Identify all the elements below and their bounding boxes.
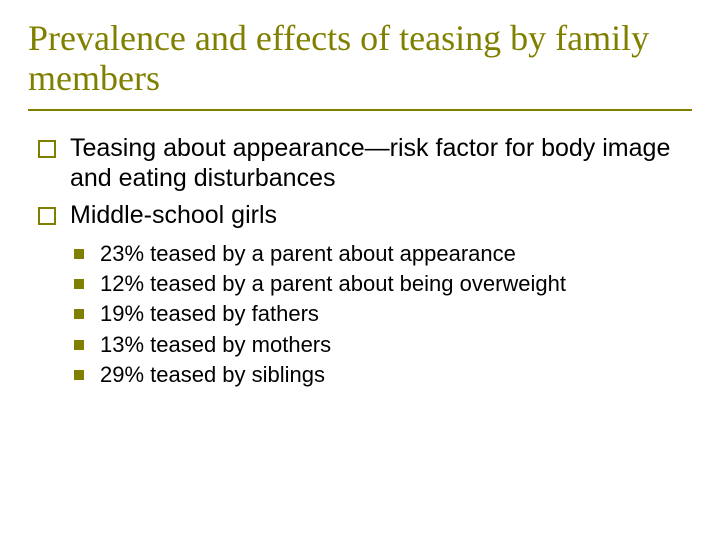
- list-item: 19% teased by fathers: [72, 300, 692, 328]
- title-underline: [28, 109, 692, 111]
- slide-title: Prevalence and effects of teasing by fam…: [28, 18, 692, 99]
- bullet-list-level1: Teasing about appearance—risk factor for…: [28, 133, 692, 231]
- list-item: Teasing about appearance—risk factor for…: [36, 133, 692, 194]
- list-item: 12% teased by a parent about being overw…: [72, 270, 692, 298]
- list-item: Middle-school girls: [36, 200, 692, 231]
- list-item: 13% teased by mothers: [72, 331, 692, 359]
- list-item: 29% teased by siblings: [72, 361, 692, 389]
- list-item: 23% teased by a parent about appearance: [72, 240, 692, 268]
- bullet-list-level2: 23% teased by a parent about appearance …: [28, 240, 692, 389]
